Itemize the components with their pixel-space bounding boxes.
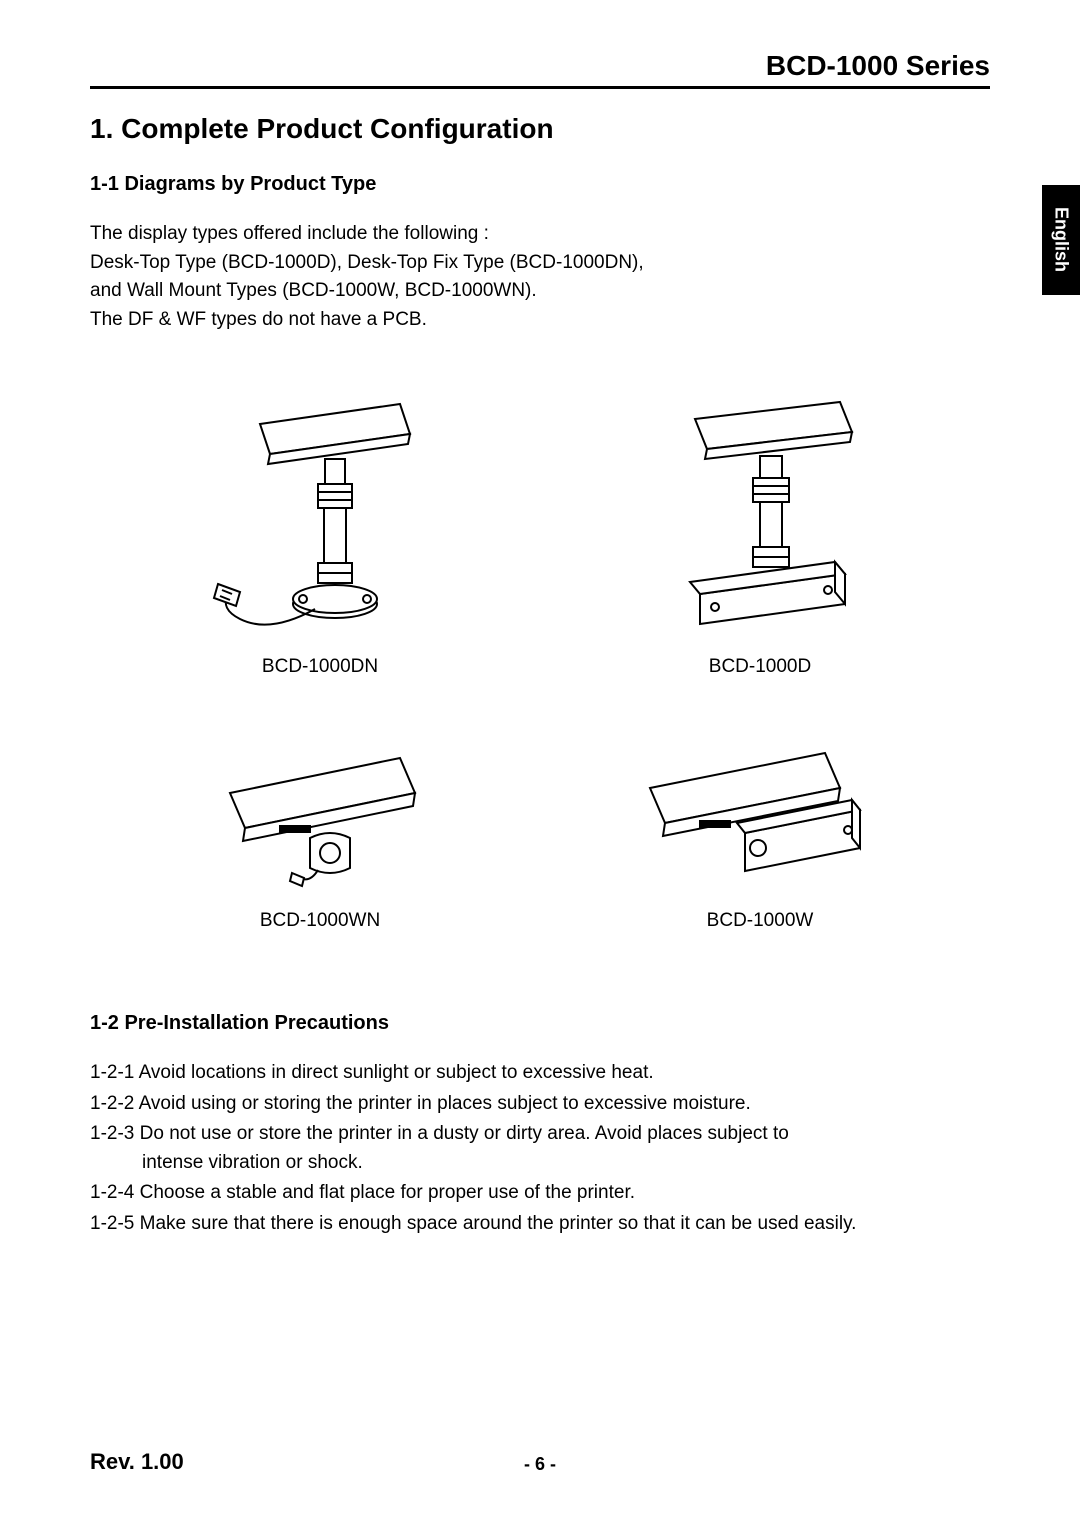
subsection-2-title: 1-2 Pre-Installation Precautions <box>90 1012 990 1035</box>
precaution-item: 1-2-2 Avoid using or storing the printer… <box>90 1090 990 1119</box>
bcd-1000wn-icon <box>200 738 440 898</box>
diagram-label: BCD-1000W <box>707 910 814 932</box>
precaution-item: 1-2-3 Do not use or store the printer in… <box>90 1120 990 1177</box>
precautions-section: 1-2 Pre-Installation Precautions 1-2-1 A… <box>90 1012 990 1238</box>
diagram-label: BCD-1000D <box>709 656 811 678</box>
bcd-1000dn-icon <box>200 394 440 644</box>
bcd-1000d-icon <box>640 394 880 644</box>
diagram-label: BCD-1000DN <box>262 656 378 678</box>
diagram-bcd-1000wn: BCD-1000WN <box>130 738 510 932</box>
diagram-bcd-1000w: BCD-1000W <box>570 738 950 932</box>
diagram-label: BCD-1000WN <box>260 910 380 932</box>
precaution-item: 1-2-1 Avoid locations in direct sunlight… <box>90 1059 990 1088</box>
subsection-1-title: 1-1 Diagrams by Product Type <box>90 173 990 196</box>
diagram-bcd-1000d: BCD-1000D <box>570 394 950 678</box>
section-title: 1. Complete Product Configuration <box>90 113 990 145</box>
footer-revision: Rev. 1.00 <box>90 1449 184 1475</box>
diagrams-grid: BCD-1000DN <box>130 394 950 932</box>
intro-text: The display types offered include the fo… <box>90 220 990 334</box>
precaution-item: 1-2-4 Choose a stable and flat place for… <box>90 1179 990 1208</box>
diagram-bcd-1000dn: BCD-1000DN <box>130 394 510 678</box>
footer-page-number: - 6 - <box>524 1454 556 1475</box>
precaution-item: 1-2-5 Make sure that there is enough spa… <box>90 1210 990 1239</box>
page-footer: Rev. 1.00 - 6 - <box>90 1449 990 1475</box>
series-title: BCD-1000 Series <box>90 50 990 89</box>
language-tab: English <box>1042 185 1080 295</box>
bcd-1000w-icon <box>630 738 890 898</box>
precautions-list: 1-2-1 Avoid locations in direct sunlight… <box>90 1059 990 1238</box>
